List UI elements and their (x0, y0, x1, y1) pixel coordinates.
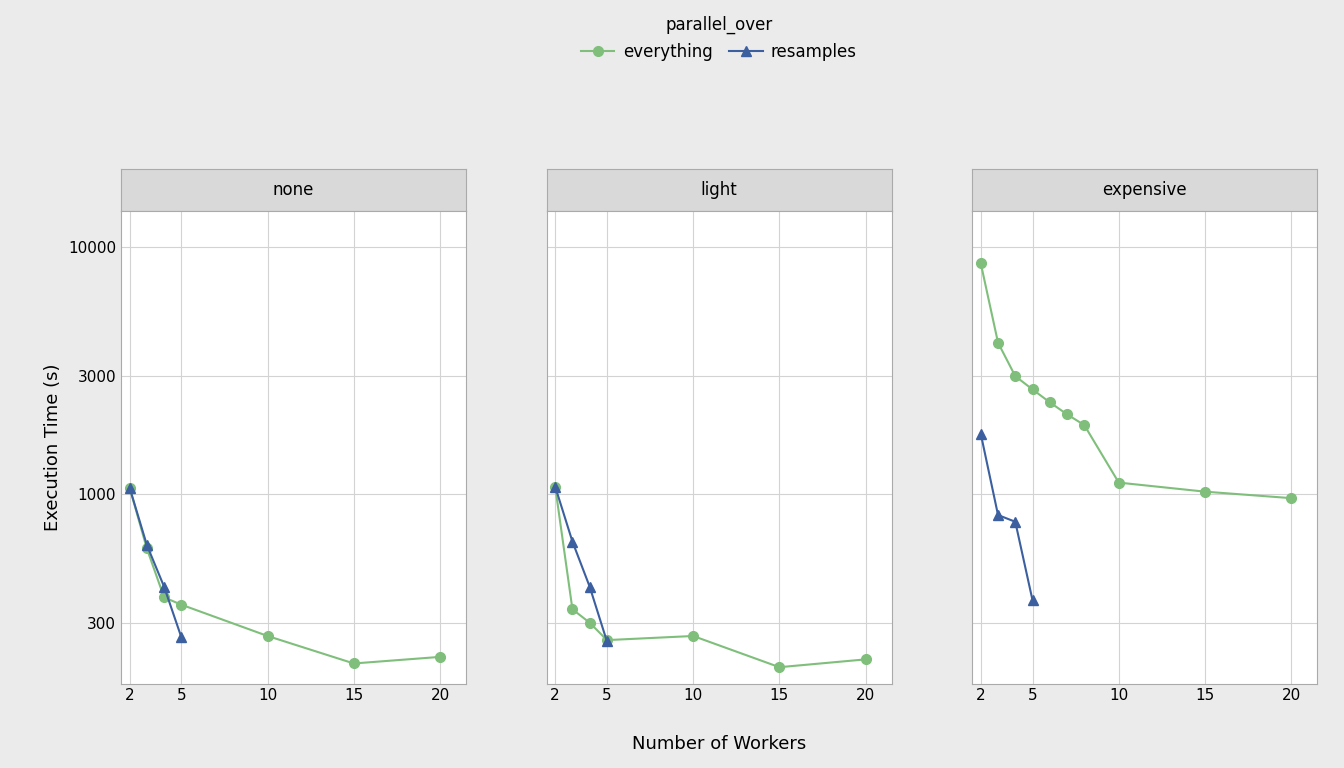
Legend: everything, resamples: everything, resamples (581, 16, 857, 61)
Y-axis label: Execution Time (s): Execution Time (s) (44, 363, 62, 531)
Text: none: none (273, 181, 314, 199)
Text: light: light (700, 181, 738, 199)
Text: Number of Workers: Number of Workers (632, 735, 806, 753)
Text: expensive: expensive (1102, 181, 1187, 199)
